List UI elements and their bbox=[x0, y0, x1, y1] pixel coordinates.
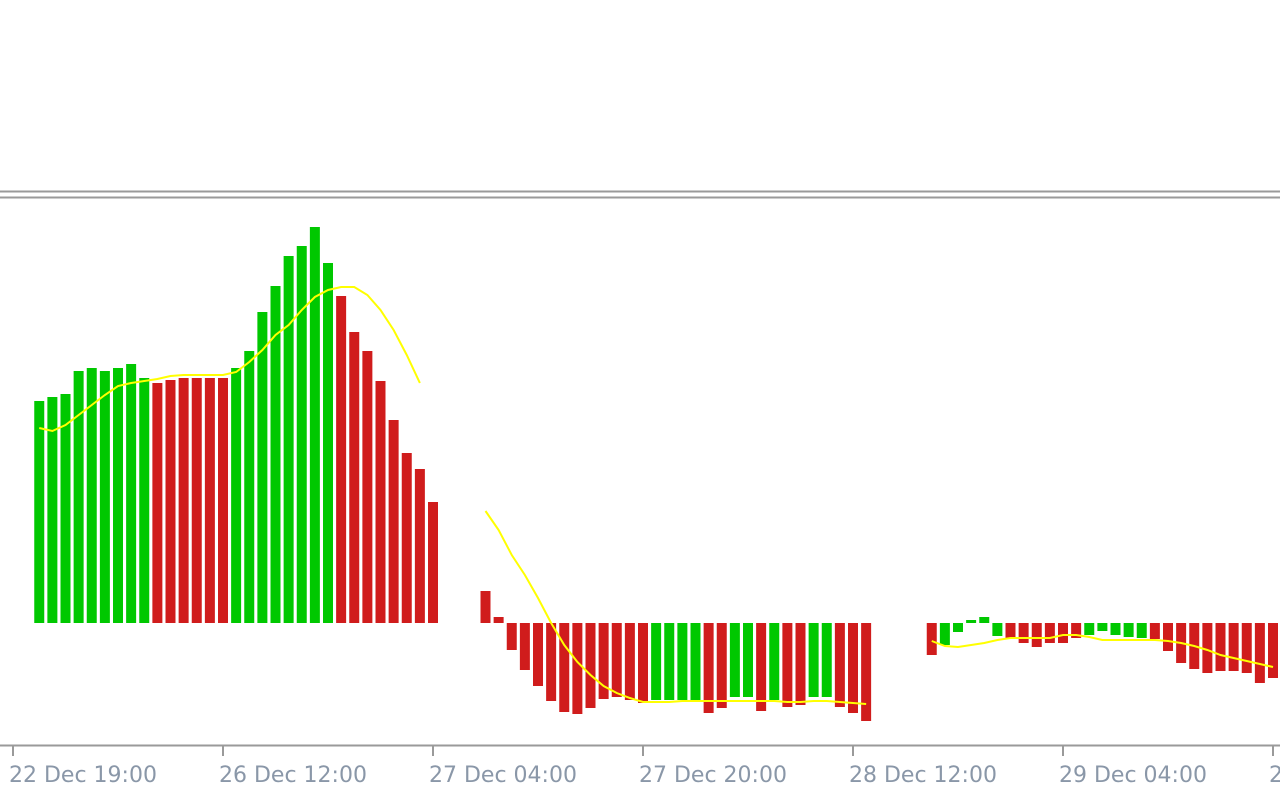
histogram-bar bbox=[1149, 623, 1160, 639]
histogram-bar bbox=[1268, 623, 1278, 678]
x-tick-label: 28 Dec 12:00 bbox=[849, 763, 997, 788]
x-tick-label: 26 Dec 12:00 bbox=[219, 763, 367, 788]
signal-line bbox=[39, 286, 1274, 705]
histogram-bar bbox=[362, 351, 373, 623]
histogram-bar bbox=[953, 623, 963, 632]
histogram-bar bbox=[795, 623, 806, 705]
histogram-bar bbox=[716, 623, 727, 708]
histogram-bar bbox=[572, 623, 583, 714]
histogram-bar bbox=[1084, 623, 1095, 635]
histogram-bar bbox=[1071, 623, 1082, 638]
histogram-bar bbox=[165, 380, 176, 623]
histogram-bar bbox=[1058, 623, 1068, 643]
histogram-bar bbox=[73, 371, 84, 623]
histogram-bar bbox=[808, 623, 819, 697]
histogram-bar bbox=[336, 296, 347, 623]
histogram-bar bbox=[743, 623, 753, 697]
histogram-bar bbox=[703, 623, 714, 713]
histogram-bar bbox=[677, 623, 688, 700]
histogram-bar bbox=[756, 623, 767, 711]
histogram-bar bbox=[1136, 623, 1147, 638]
histogram-bar bbox=[519, 623, 530, 670]
histogram-bar bbox=[834, 623, 845, 707]
histogram-bar bbox=[1215, 623, 1226, 671]
histogram-bar bbox=[414, 469, 425, 623]
histogram-bar bbox=[1241, 623, 1252, 673]
histogram-bar bbox=[664, 623, 675, 700]
histogram-bar bbox=[769, 623, 780, 700]
histogram-bar bbox=[638, 623, 648, 703]
histogram-bar bbox=[598, 623, 609, 699]
histogram-bar bbox=[1163, 623, 1173, 651]
histogram-bar bbox=[926, 623, 937, 655]
histogram-bar bbox=[191, 378, 202, 623]
histogram-bar bbox=[296, 246, 307, 623]
histogram-bar bbox=[86, 368, 97, 623]
histogram-bar bbox=[821, 623, 832, 697]
histogram-bar bbox=[99, 371, 110, 623]
histogram-bar bbox=[848, 623, 858, 713]
histogram-bar bbox=[1005, 623, 1016, 638]
histogram-bar bbox=[270, 286, 281, 623]
histogram-bar bbox=[309, 227, 320, 623]
histogram-bar bbox=[480, 591, 491, 623]
histogram-bar bbox=[152, 383, 163, 623]
histogram-bar bbox=[1031, 623, 1042, 647]
histogram-bar bbox=[1097, 623, 1108, 631]
histogram-bar bbox=[992, 623, 1003, 636]
histogram-bar bbox=[1044, 623, 1055, 643]
histogram-bar bbox=[624, 623, 635, 700]
histogram-bar bbox=[1123, 623, 1134, 637]
histogram-bar bbox=[729, 623, 740, 697]
x-tick-label: 29 Dec 20:00 bbox=[1269, 763, 1280, 788]
histogram-bar bbox=[218, 378, 228, 623]
histogram-bar bbox=[546, 623, 557, 701]
histogram-bar bbox=[585, 623, 596, 708]
histogram-bar bbox=[559, 623, 570, 712]
histogram-bar bbox=[939, 623, 950, 645]
histogram-bar bbox=[428, 502, 438, 623]
histogram-bar bbox=[506, 623, 517, 650]
x-tick-label: 27 Dec 20:00 bbox=[639, 763, 787, 788]
histogram-bar bbox=[388, 420, 399, 623]
histogram-bar bbox=[323, 263, 333, 623]
histogram-bar bbox=[1018, 623, 1029, 643]
x-tick-label: 29 Dec 04:00 bbox=[1059, 763, 1207, 788]
histogram-bar bbox=[861, 623, 872, 721]
histogram-bar bbox=[401, 453, 412, 623]
histogram-bar bbox=[375, 381, 386, 623]
histogram-bar bbox=[178, 378, 189, 623]
histogram-bar bbox=[204, 378, 215, 623]
histogram-bar bbox=[349, 332, 360, 623]
histogram-bar bbox=[283, 256, 294, 623]
histogram-bar bbox=[244, 351, 255, 623]
histogram-bar bbox=[782, 623, 793, 707]
histogram-bar bbox=[966, 620, 977, 623]
histogram-bar bbox=[113, 368, 123, 623]
histogram-bar bbox=[47, 397, 58, 623]
histogram-bar bbox=[1228, 623, 1239, 671]
histogram-bar bbox=[126, 364, 137, 623]
x-tick-label: 22 Dec 19:00 bbox=[9, 763, 157, 788]
histogram-bar bbox=[257, 312, 268, 623]
histogram-bar bbox=[139, 378, 150, 623]
histogram-bar bbox=[533, 623, 543, 686]
histogram-bar bbox=[1254, 623, 1265, 683]
histogram-bar bbox=[493, 617, 504, 623]
histogram-bar bbox=[690, 623, 701, 700]
histogram-bar bbox=[611, 623, 622, 697]
histogram-bar bbox=[651, 623, 662, 700]
histogram-bar bbox=[1202, 623, 1213, 673]
histogram-bar bbox=[60, 394, 71, 623]
histogram-bar bbox=[231, 368, 242, 623]
histogram-bar bbox=[1110, 623, 1121, 635]
histogram-bar bbox=[34, 401, 45, 623]
x-tick-label: 27 Dec 04:00 bbox=[429, 763, 577, 788]
histogram-bar bbox=[979, 617, 990, 623]
